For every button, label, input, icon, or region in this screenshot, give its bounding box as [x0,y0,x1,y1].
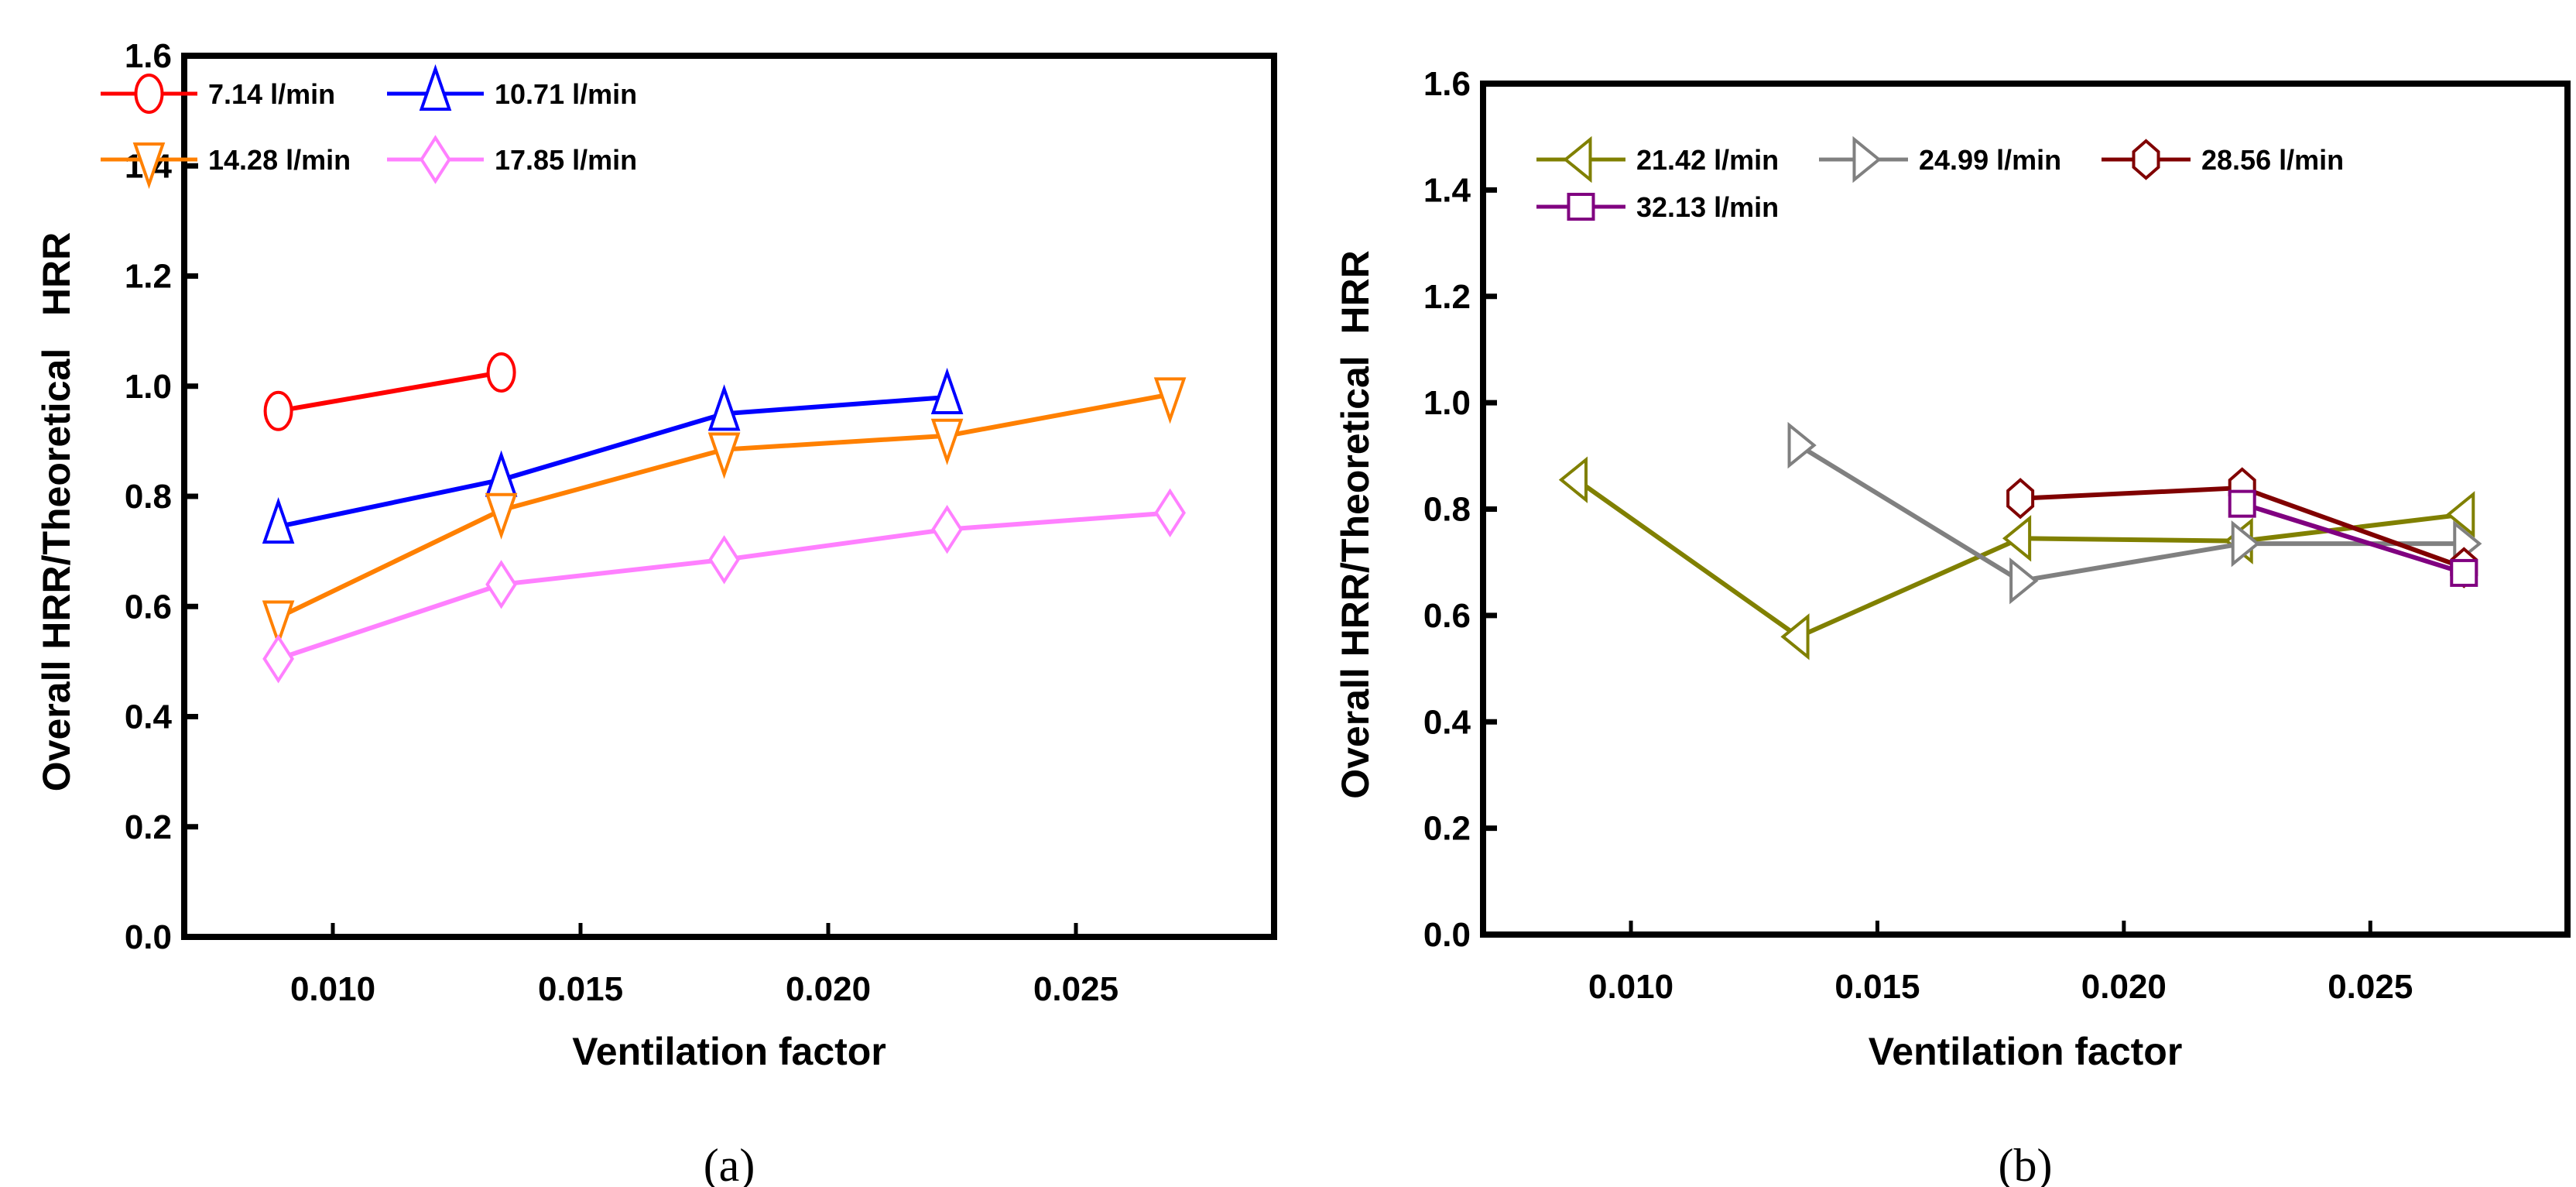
legend-entry: 32.13 l/min [1536,191,1779,223]
data-point [707,432,741,479]
y-tick-label: 1.4 [1423,171,1471,209]
data-point [485,492,518,540]
y-tick-label: 0.4 [1423,703,1471,741]
y-tick-label: 0.8 [125,478,172,516]
x-tick-label: 0.010 [1588,968,1673,1006]
data-point [1154,488,1186,538]
y-tick-label: 0.0 [1423,916,1471,954]
data-point [1558,456,1588,503]
y-tick-label: 0.6 [125,588,172,626]
legend-marker [1567,193,1595,221]
legend-label: 21.42 l/min [1636,144,1779,176]
y-tick-label: 1.6 [125,37,172,75]
series-line [1797,443,2465,584]
series-32-13-l-min [2228,489,2478,587]
y-tick-label: 0.8 [1423,491,1471,529]
y-tick-label: 1.0 [125,368,172,406]
data-point [262,497,295,544]
x-axis-label: Ventilation factor [1869,1030,2183,1073]
data-point [486,352,516,393]
legend-label: 7.14 l/min [208,78,335,110]
series-24-99-l-min [1787,421,2482,605]
data-point [1787,421,1817,469]
data-point [2231,520,2260,568]
x-tick-label: 0.025 [2328,968,2413,1006]
data-point [485,560,517,609]
y-tick-label: 1.0 [1423,384,1471,422]
data-point [2006,478,2035,520]
data-point [2450,558,2478,587]
x-tick-label: 0.010 [290,970,375,1008]
y-tick-label: 0.2 [125,808,172,846]
x-tick-label: 0.020 [2081,968,2167,1006]
legend-entry: 24.99 l/min [1819,136,2061,184]
legend-entry: 17.85 l/min [387,135,637,184]
panel-label: (a) [704,1140,755,1187]
data-point [2446,491,2475,538]
x-tick-label: 0.025 [1033,970,1118,1008]
y-tick-label: 0.4 [125,698,173,736]
legend-marker [420,135,451,184]
legend-label: 17.85 l/min [495,144,637,176]
legend-entry: 10.71 l/min [387,63,637,111]
series-line [277,394,947,530]
y-tick-label: 0.2 [1423,810,1471,848]
series-14-28-l-min [262,377,1187,647]
chart-panel-b: 0.0 0.2 0.4 0.6 0.8 1.0 1.2 1.4 1.6 0.010 0.015 0.0… [1334,65,2571,1187]
series-line [278,370,502,413]
series-10-71-l-min [262,367,964,544]
data-point [262,634,294,684]
legend-label: 32.13 l/min [1636,191,1779,223]
data-point [2002,515,2032,562]
legend-label: 24.99 l/min [1919,144,2061,176]
data-point [1153,377,1187,424]
data-point [1780,613,1810,660]
y-axis-label: Overall HRR/Theoretical HRR [1334,250,1377,799]
legend-marker [1852,136,1882,184]
series-7-14-l-min [263,352,516,431]
data-point [262,600,295,647]
y-tick-label: 1.2 [1423,278,1471,316]
data-point [930,418,964,465]
panel-label: (b) [1999,1140,2053,1187]
series-17-85-l-min [262,488,1186,684]
chart-panel-a: 0.00.20.40.60.81.01.21.41.60.0100.0150.0… [35,37,1277,1187]
x-tick-label: 0.015 [538,970,623,1008]
y-tick-label: 1.6 [1423,65,1471,103]
legend-entry: 7.14 l/min [101,74,335,114]
y-tick-label: 0.6 [1423,597,1471,635]
data-point [708,535,740,585]
legend-entry: 28.56 l/min [2102,139,2344,180]
legend-entry: 14.28 l/min [101,142,351,190]
legend-marker [134,74,164,114]
legend-label: 28.56 l/min [2201,144,2344,176]
legend-label: 10.71 l/min [495,78,637,110]
data-point [2228,489,2256,518]
legend-marker [132,142,166,190]
data-point [931,504,963,554]
series-line [277,510,1170,661]
legend-label: 14.28 l/min [208,144,351,176]
plot-frame [181,53,1277,940]
legend-marker [419,63,452,111]
data-point [707,384,741,431]
data-point [2009,557,2039,605]
y-tick-label: 1.2 [125,258,172,296]
series-line [2241,501,2465,575]
x-tick-label: 0.015 [1834,968,1920,1006]
data-point [263,390,293,431]
x-tick-label: 0.020 [786,970,871,1008]
legend-entry: 21.42 l/min [1536,136,1779,184]
x-axis-label: Ventilation factor [572,1030,886,1073]
y-tick-label: 0.0 [125,918,172,956]
y-axis-label: Overall HRR/Theoretical HRR [35,232,78,791]
legend-marker [1563,136,1592,184]
legend-marker [2132,139,2160,180]
data-point [930,367,964,414]
